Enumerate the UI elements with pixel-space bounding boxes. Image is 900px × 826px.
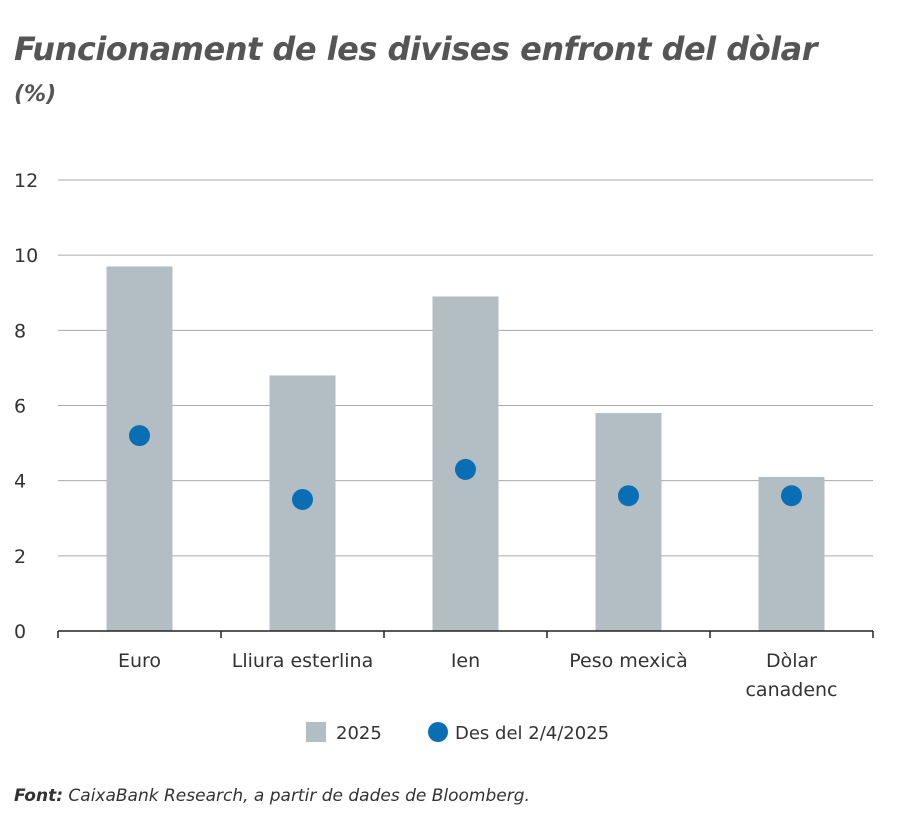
x-tick-label: Peso mexicà xyxy=(569,650,688,672)
y-tick-label: 0 xyxy=(14,621,26,643)
y-tick-label: 4 xyxy=(14,471,26,493)
dot-since-2-4-2025 xyxy=(129,425,150,447)
source-label: Font: xyxy=(14,786,63,806)
y-tick-label: 6 xyxy=(14,396,26,418)
dot-since-2-4-2025 xyxy=(292,488,313,510)
legend-swatch-2025 xyxy=(306,722,326,742)
plot-area: 0 2 4 6 8 10 12 Euro Lliura esterlina Ien Peso mex… xyxy=(14,170,874,744)
dot-since-2-4-2025 xyxy=(618,485,639,507)
legend-label: Des del 2/4/2025 xyxy=(455,723,609,744)
dot-since-2-4-2025 xyxy=(455,458,476,480)
legend-swatch-dot xyxy=(428,722,448,742)
dot-since-2-4-2025 xyxy=(781,485,802,507)
source-text: CaixaBank Research, a partir de dades de… xyxy=(63,786,530,806)
x-tick-label: Ien xyxy=(451,650,480,672)
y-tick-label: 8 xyxy=(14,320,26,342)
chart-subtitle: (%) xyxy=(14,82,57,107)
chart-title: Funcionament de les divises enfront del … xyxy=(14,30,818,68)
x-tick-label: Dòlar xyxy=(766,650,817,672)
x-tick-label: canadenc xyxy=(745,679,837,701)
y-tick-label: 10 xyxy=(14,245,38,267)
bar-2025 xyxy=(106,266,173,631)
x-tick-label: Lliura esterlina xyxy=(232,650,373,672)
y-tick-label: 2 xyxy=(14,546,26,568)
legend-label: 2025 xyxy=(336,723,382,744)
x-tick-label: Euro xyxy=(118,650,161,672)
y-tick-label: 12 xyxy=(14,170,38,192)
source-note: Font: CaixaBank Research, a partir de da… xyxy=(14,786,530,806)
bar-2025 xyxy=(595,413,662,631)
